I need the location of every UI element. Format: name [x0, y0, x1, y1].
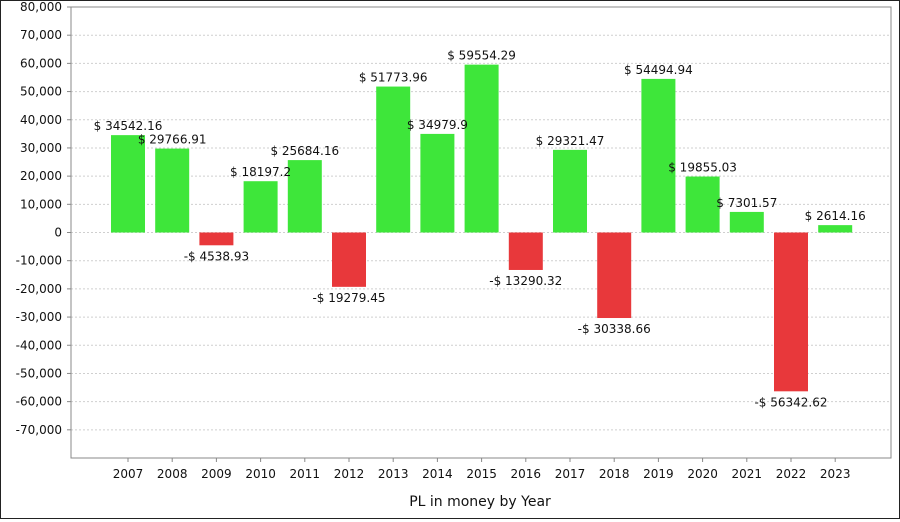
y-tick-label: 40,000	[20, 113, 62, 127]
data-labels: $ 34542.16$ 29766.91 -$ 4538.93 $ 18197.2 $…	[94, 49, 866, 410]
data-label: $ 19855.03	[668, 161, 737, 175]
bar	[243, 181, 278, 233]
bar	[287, 160, 322, 233]
bar	[199, 232, 234, 246]
x-tick-label: 2008	[157, 467, 188, 481]
bar	[420, 133, 455, 233]
y-tick-label: -40,000	[16, 338, 62, 352]
bar	[155, 148, 190, 233]
y-tick-label: -50,000	[16, 366, 62, 380]
x-tick-label: 2014	[422, 467, 453, 481]
bar	[685, 176, 720, 233]
y-tick-label: 50,000	[20, 85, 62, 99]
y-tick-label: -10,000	[16, 254, 62, 268]
y-tick-label: 20,000	[20, 169, 62, 183]
y-tick-label: -30,000	[16, 310, 62, 324]
axes: 80,000 70,000 60,000 50,000 40,000 30,000 20,0…	[16, 0, 892, 481]
data-label: -$ 13290.32	[489, 274, 562, 288]
x-tick-label: 2007	[113, 467, 144, 481]
data-label: $ 59554.29	[447, 49, 516, 63]
x-tick-label: 2009	[201, 467, 232, 481]
x-tick-label: 2010	[245, 467, 276, 481]
data-label: $ 29766.91	[138, 133, 207, 147]
x-tick-label: 2013	[378, 467, 409, 481]
data-label: $ 29321.47	[536, 134, 605, 148]
y-tick-label: -60,000	[16, 395, 62, 409]
x-tick-label: 2017	[555, 467, 586, 481]
bars	[111, 64, 853, 392]
x-tick-label: 2011	[290, 467, 321, 481]
data-label: $ 2614.16	[805, 209, 866, 223]
data-label: $ 34542.16	[94, 119, 163, 133]
data-label: $ 7301.57	[716, 196, 777, 210]
y-tick-label: 10,000	[20, 197, 62, 211]
data-label: $ 34979.9	[407, 118, 468, 132]
data-label: -$ 56342.62	[754, 395, 827, 409]
data-label: $ 54494.94	[624, 63, 693, 77]
data-label: $ 51773.96	[359, 71, 428, 85]
bar	[376, 86, 411, 233]
data-label: $ 25684.16	[270, 144, 339, 158]
y-tick-label: 0	[54, 226, 62, 240]
bar	[553, 149, 587, 233]
bar	[641, 78, 676, 233]
data-label: $ 18197.2	[230, 165, 291, 179]
x-axis-title: PL in money by Year	[409, 494, 551, 510]
x-tick-label: 2015	[466, 467, 497, 481]
data-label: -$ 19279.45	[312, 291, 385, 305]
x-tick-label: 2016	[511, 467, 542, 481]
y-tick-label: 70,000	[20, 28, 62, 42]
x-tick-label: 2018	[599, 467, 630, 481]
data-label: -$ 4538.93	[184, 249, 249, 263]
bar	[464, 64, 499, 233]
bar	[597, 232, 632, 319]
bar	[774, 232, 808, 392]
y-tick-label: -70,000	[16, 423, 62, 437]
x-tick-label: 2023	[820, 467, 851, 481]
bar	[729, 211, 764, 233]
x-tick-label: 2019	[643, 467, 674, 481]
y-tick-label: 80,000	[20, 1, 62, 14]
bar	[818, 225, 853, 233]
bar	[508, 232, 543, 270]
x-tick-label: 2022	[776, 467, 807, 481]
data-label: -$ 30338.66	[578, 322, 651, 336]
x-tick-label: 2012	[334, 467, 365, 481]
y-tick-label: 60,000	[20, 56, 62, 70]
bar	[111, 135, 145, 233]
x-tick-label: 2021	[732, 467, 763, 481]
y-tick-label: -20,000	[16, 282, 62, 296]
y-tick-label: 30,000	[20, 141, 62, 155]
x-tick-label: 2020	[687, 467, 718, 481]
bar	[332, 232, 366, 287]
